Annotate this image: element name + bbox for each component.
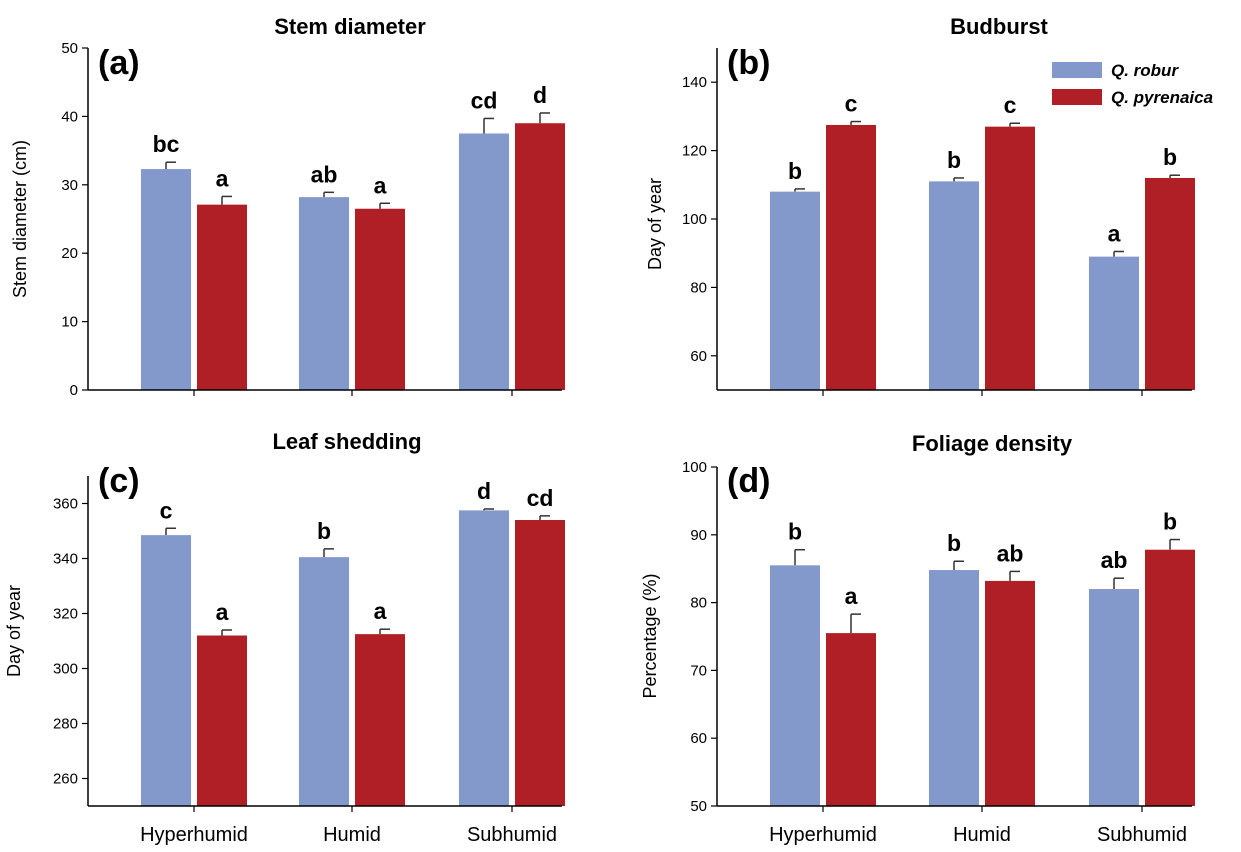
bar-q-robur-hyperhumid [770,191,820,390]
bar-q-pyrenaica-hyperhumid [826,124,876,390]
significance-letter: d [477,478,491,504]
significance-letter: a [1108,220,1121,246]
x-tick-label: Hyperhumid [140,824,248,846]
bar-q-robur-hyperhumid [770,565,820,806]
y-tick-label: 280 [53,716,78,733]
x-tick-label: Subhumid [467,824,557,846]
significance-letter: c [160,497,173,523]
legend-swatch-q-robur [1052,62,1102,78]
y-tick-label: 260 [53,771,78,788]
x-tick-label: Hyperhumid [769,824,877,846]
bar-q-pyrenaica-hyperhumid [826,633,876,806]
bar-q-pyrenaica-humid [985,126,1035,390]
bar-q-pyrenaica-hyperhumid [197,204,247,390]
y-tick-label: 70 [690,662,707,679]
y-tick-label: 80 [690,279,707,296]
y-tick-label: 120 [682,143,707,160]
y-tick-label: 40 [61,108,78,125]
bar-q-pyrenaica-subhumid [1145,549,1195,806]
significance-letter: a [374,598,387,624]
significance-letter: b [788,519,802,545]
bar-q-pyrenaica-subhumid [1145,177,1195,390]
significance-letter: b [1163,144,1177,170]
y-axis-label: Percentage (%) [640,573,660,698]
y-axis-label: Day of year [4,585,24,677]
significance-letter: b [788,158,802,184]
y-tick-label: 90 [690,527,707,544]
y-axis-label: Stem diameter (cm) [10,140,30,298]
bar-q-robur-hyperhumid [141,169,191,390]
panel-c: Leaf shedding (c) Day of year c b d a a cd 260 280… [4,429,565,846]
y-tick-label: 10 [61,314,78,331]
significance-letter: a [216,599,229,625]
y-tick-label: 100 [682,211,707,228]
x-tick-label: Humid [323,824,381,846]
y-tick-label: 100 [682,459,707,476]
bar-q-pyrenaica-humid [985,580,1035,806]
y-tick-label: 60 [690,348,707,365]
significance-letter: b [1163,509,1177,535]
bar-q-robur-humid [299,197,349,390]
legend-label-q-robur: Q. robur [1111,61,1179,80]
bar-q-pyrenaica-hyperhumid [197,635,247,806]
y-axis-label: Day of year [645,178,665,270]
y-tick-label: 140 [682,74,707,91]
bar-q-pyrenaica-humid [355,208,405,390]
y-tick-label: 20 [61,245,78,262]
y-tick-label: 320 [53,606,78,623]
significance-letter: c [845,91,858,117]
significance-letter: a [374,172,387,198]
y-tick-label: 340 [53,551,78,568]
panel-a: Stem diameter (a) Stem diameter (cm) bc ab cd… [10,14,565,399]
legend-swatch-q-pyrenaica [1052,89,1102,105]
y-tick-label: 50 [690,798,707,815]
significance-letter: ab [997,540,1024,566]
bar-q-robur-humid [929,570,979,806]
y-tick-label: 50 [61,40,78,57]
significance-letter: ab [1101,547,1128,573]
y-tick-label: 60 [690,730,707,747]
significance-letter: b [947,147,961,173]
significance-letter: a [845,583,858,609]
bar-q-pyrenaica-subhumid [515,520,565,806]
significance-letter: a [216,165,229,191]
legend-label-q-pyrenaica: Q. pyrenaica [1111,88,1213,107]
chart-title: Leaf shedding [272,429,421,454]
significance-letter: d [533,82,547,108]
significance-letter: ab [311,161,338,187]
y-tick-label: 80 [690,595,707,612]
panel-label: (b) [727,44,770,82]
bar-q-robur-subhumid [1089,256,1139,390]
panel-label: (a) [98,44,140,82]
bar-q-pyrenaica-subhumid [515,123,565,391]
x-tick-label: Subhumid [1097,824,1187,846]
panel-label: (d) [727,462,770,500]
bar-q-robur-humid [929,181,979,390]
panel-b: Budburst (b) Day of year b b a c c b 60 80 100 120 14… [645,14,1213,396]
significance-letter: cd [471,87,498,113]
y-tick-label: 360 [53,496,78,513]
y-tick-label: 300 [53,661,78,678]
panel-label: (c) [98,462,140,500]
chart-title: Foliage density [912,431,1073,456]
bar-q-pyrenaica-humid [355,634,405,806]
significance-letter: bc [153,131,180,157]
significance-letter: b [947,530,961,556]
significance-letter: b [317,518,331,544]
significance-letter: cd [527,485,554,511]
x-tick-label: Humid [953,824,1011,846]
panel-d: Foliage density (d) Percentage (%) b b ab a ab b… [640,431,1195,846]
bar-q-robur-humid [299,557,349,806]
chart-title: Budburst [950,14,1048,39]
significance-letter: c [1004,92,1017,118]
chart-title: Stem diameter [274,14,426,39]
legend: Q. robur Q. pyrenaica [1052,61,1213,107]
bar-q-robur-hyperhumid [141,535,191,806]
bar-q-robur-subhumid [1089,589,1139,806]
y-tick-label: 30 [61,177,78,194]
bar-q-robur-subhumid [459,510,509,806]
bar-q-robur-subhumid [459,133,509,390]
y-tick-label: 0 [70,382,78,399]
